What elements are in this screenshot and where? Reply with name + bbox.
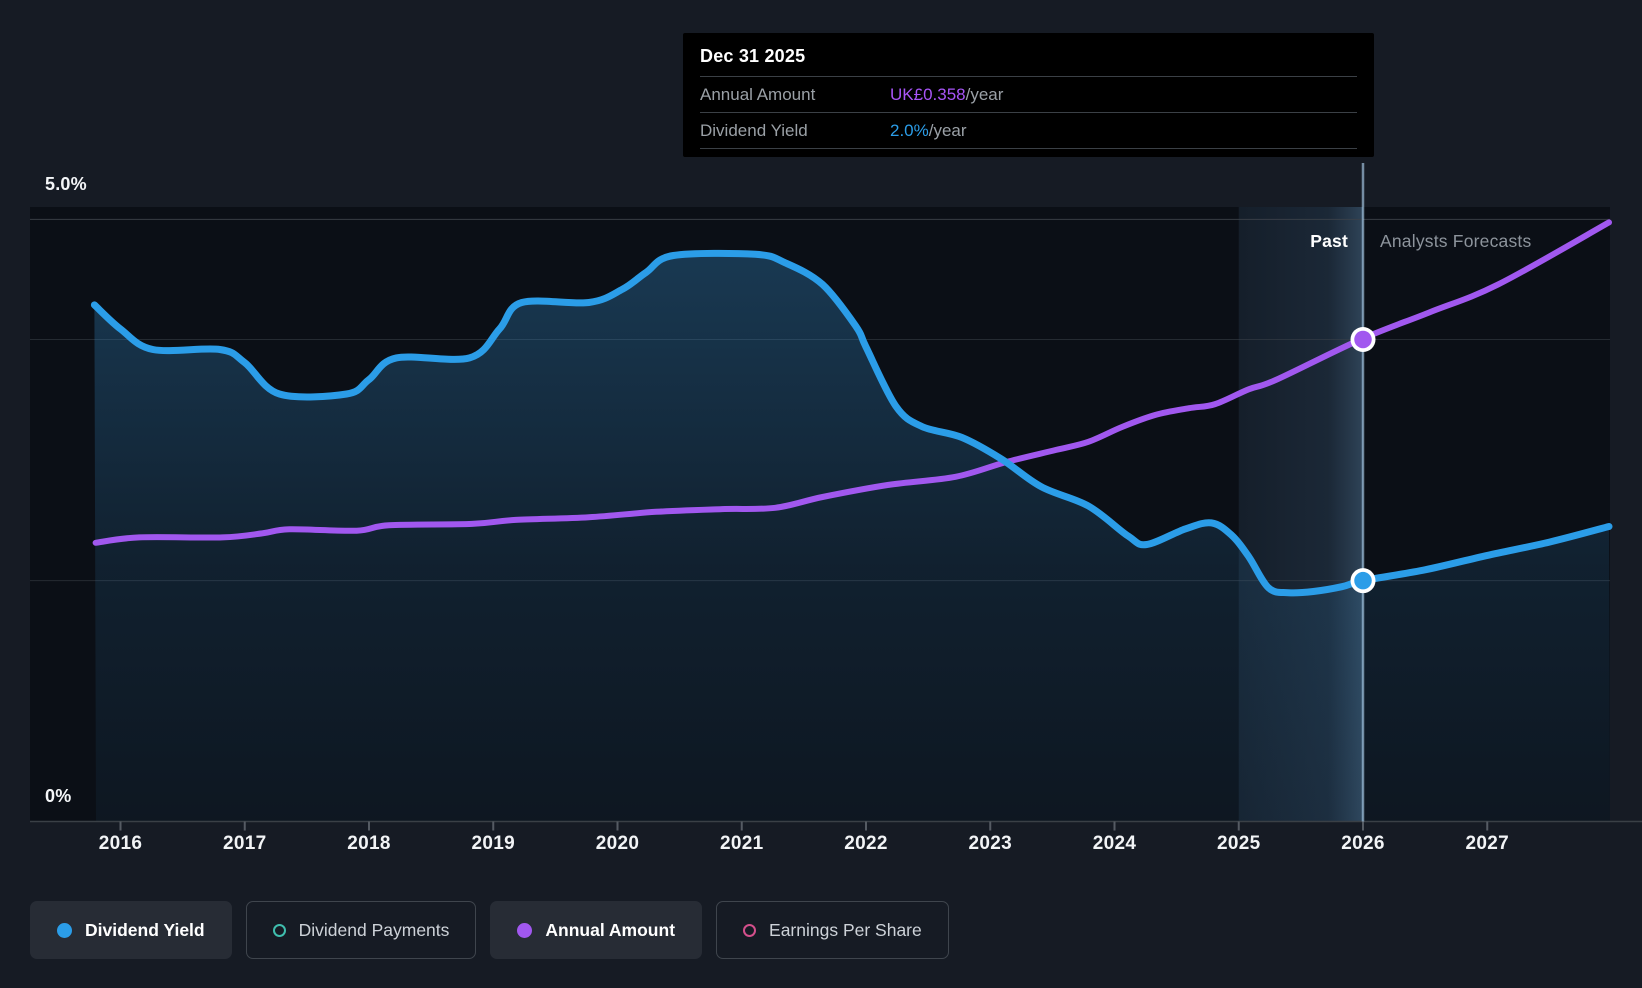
tooltip-label: Annual Amount	[700, 84, 816, 104]
chart-tooltip: Dec 31 2025 Annual Amount UK£0.358 /year…	[683, 33, 1374, 157]
x-tick-label: 2017	[223, 833, 267, 854]
x-tick-label: 2021	[720, 833, 764, 854]
x-tick-label: 2020	[595, 833, 640, 854]
legend-toggle-annual-amount[interactable]: Annual Amount	[490, 901, 703, 959]
x-tick-label: 2025	[1217, 833, 1261, 854]
x-tick-label: 2023	[968, 833, 1012, 854]
x-tick-label: 2016	[98, 833, 143, 854]
legend-label: Dividend Payments	[298, 919, 450, 940]
x-tick-label: 2026	[1341, 833, 1385, 854]
tooltip-suffix: /year	[965, 84, 1004, 104]
tooltip-row-dividend-yield: Dividend Yield 2.0% /year	[700, 112, 1357, 148]
series-lines	[90, 219, 1613, 597]
x-tick-label: 2024	[1092, 833, 1137, 854]
x-tick-label: 2019	[471, 833, 515, 854]
tooltip-row-annual-amount: Annual Amount UK£0.358 /year	[700, 76, 1357, 112]
x-tick-label: 2018	[347, 833, 391, 854]
tooltip-date: Dec 31 2025	[700, 46, 806, 66]
dividend-yield-dot-icon	[57, 922, 72, 938]
legend-toggle-earnings-per-share[interactable]: Earnings Per Share	[716, 901, 949, 959]
legend-label: Earnings Per Share	[769, 919, 922, 940]
y-axis-label-bottom: 0%	[45, 786, 72, 806]
tooltip-suffix: /year	[928, 120, 967, 140]
analysts-forecasts-label: Analysts Forecasts	[1380, 231, 1532, 251]
legend-toggle-dividend-payments[interactable]: Dividend Payments	[245, 901, 477, 959]
legend-toggle-dividend-yield[interactable]: Dividend Yield	[30, 901, 232, 959]
tooltip-value-dividend-yield: 2.0%	[890, 120, 929, 140]
past-label: Past	[1310, 231, 1348, 251]
annual-amount-dot-icon	[517, 922, 533, 938]
tooltip-bottom-rule	[700, 148, 1357, 157]
hover-point-markers	[1350, 326, 1376, 594]
dividend-yield-area-fill	[94, 253, 1610, 822]
tooltip-value-annual-amount: UK£0.358	[890, 84, 966, 104]
legend-label: Dividend Yield	[85, 919, 205, 940]
x-tick-label: 2027	[1465, 833, 1509, 854]
x-tick-label: 2022	[844, 833, 888, 854]
x-axis-line-and-ticks	[30, 820, 1642, 831]
y-axis-label-top: 5.0%	[45, 174, 87, 194]
tooltip-label: Dividend Yield	[700, 120, 808, 140]
dividend-payments-ring-icon	[272, 923, 286, 937]
earnings-per-share-ring-icon	[743, 923, 757, 937]
legend-label: Annual Amount	[545, 919, 676, 940]
chart-legend: Dividend Yield Dividend Payments Annual …	[30, 901, 949, 959]
